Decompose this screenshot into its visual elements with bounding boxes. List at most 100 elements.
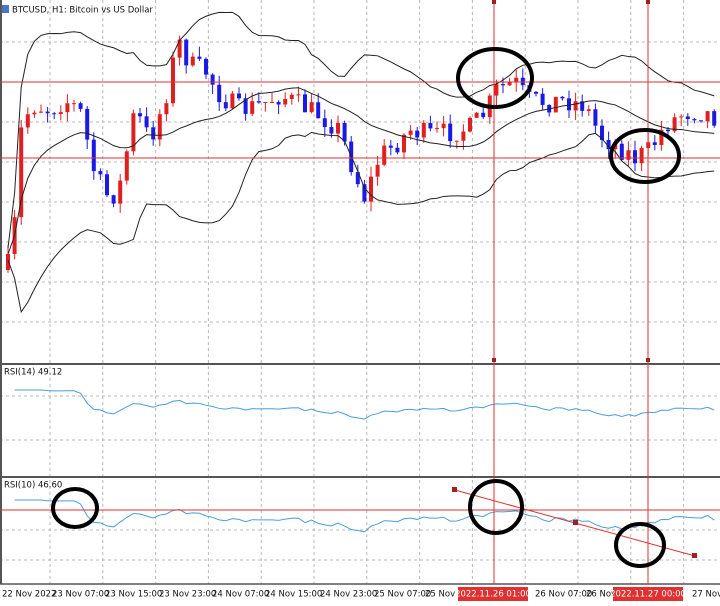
- candle-body: [402, 134, 406, 153]
- candle-body: [78, 103, 83, 109]
- time-label: 23 Nov 15:00: [105, 590, 162, 600]
- candle-body: [237, 93, 241, 99]
- candle-body: [105, 174, 109, 196]
- candle-body: [243, 98, 248, 114]
- candle-body: [685, 116, 690, 120]
- rsi-line: [14, 389, 715, 420]
- candle-body: [672, 117, 677, 132]
- candle-body: [138, 113, 142, 117]
- rsi14-label: RSI(14) 49.12: [4, 368, 62, 378]
- candle-body: [32, 112, 37, 115]
- candle-body: [652, 142, 657, 145]
- candle-body: [157, 114, 162, 140]
- candle-body: [263, 102, 268, 104]
- band-line: [7, 131, 715, 314]
- candle-body: [448, 123, 453, 142]
- point: [452, 487, 457, 492]
- candle-body: [388, 145, 393, 148]
- candle-body: [336, 122, 340, 134]
- candle-body: [501, 84, 505, 86]
- candle-body: [322, 118, 327, 128]
- candle-body: [626, 150, 631, 160]
- candle-body: [619, 143, 624, 160]
- candle-body: [375, 164, 380, 177]
- time-label: 23 Nov 23:00: [159, 590, 216, 600]
- circle: [51, 487, 99, 529]
- candle-body: [72, 103, 76, 105]
- time-label: 25 Nov 07:00: [374, 590, 431, 600]
- candle-body: [171, 57, 175, 104]
- candle-body: [204, 58, 208, 75]
- candle-body: [428, 123, 433, 129]
- point: [646, 358, 650, 362]
- candle-body: [408, 130, 413, 135]
- rsi-panes: [14, 389, 715, 533]
- candle-body: [461, 131, 466, 141]
- candle-body: [217, 84, 222, 103]
- candle-body: [692, 119, 697, 121]
- point: [492, 358, 496, 362]
- candle-body: [98, 171, 103, 175]
- candle-body: [369, 176, 373, 202]
- rsi10-label: RSI(10) 46.60: [4, 481, 62, 491]
- candle-body: [184, 39, 189, 66]
- candle-body: [699, 120, 703, 122]
- candle-body: [164, 103, 169, 115]
- candle-body: [514, 77, 519, 83]
- annotation-lines: [0, 0, 720, 584]
- time-label: 22 Nov 2022: [2, 590, 56, 600]
- point: [646, 0, 650, 4]
- candle-body: [250, 101, 255, 114]
- band-line: [7, 11, 715, 249]
- point: [573, 520, 578, 525]
- chart-title: BTCUSD, H1: Bitcoin vs US Dollar: [12, 6, 153, 16]
- candle-body: [91, 139, 96, 172]
- circle: [456, 47, 534, 109]
- candle-body: [382, 145, 387, 165]
- candle-body: [441, 123, 446, 129]
- candle-body: [567, 98, 571, 111]
- candle-body: [639, 148, 644, 164]
- candle-body: [210, 74, 215, 85]
- circle: [614, 522, 666, 568]
- candle-body: [586, 109, 591, 111]
- time-label: 24 Nov 15:00: [265, 590, 322, 600]
- candle-body: [256, 101, 261, 103]
- candle-body: [573, 101, 578, 111]
- candle-body: [151, 127, 156, 140]
- rsi-line: [14, 499, 715, 533]
- candle-body: [19, 127, 24, 218]
- time-label: 24 Nov 23:00: [320, 590, 377, 600]
- candle-body: [223, 102, 228, 109]
- candle-body: [395, 147, 400, 153]
- candle-body: [58, 112, 63, 114]
- candle-body: [534, 91, 538, 94]
- candle-body: [270, 102, 274, 104]
- candle-body: [65, 103, 70, 113]
- candle-body: [421, 123, 426, 138]
- candle-body: [435, 128, 439, 130]
- candle-body: [415, 130, 420, 138]
- crosshair-label-bg: [458, 587, 528, 601]
- band-line: [7, 87, 715, 255]
- time-label: 23 Nov 07:00: [52, 590, 109, 600]
- crosshair-label-bg: [613, 587, 683, 601]
- candle-body: [679, 116, 684, 118]
- candle-body: [85, 108, 90, 140]
- candle-body: [6, 254, 10, 270]
- circle: [468, 479, 524, 535]
- candle-body: [712, 111, 717, 126]
- candle-body: [659, 129, 664, 145]
- candle-body: [309, 102, 314, 113]
- candle-body: [481, 112, 486, 118]
- candle-body: [560, 96, 565, 99]
- candle-body: [454, 140, 459, 142]
- crosshair-label: 2022.11.27 00:00: [610, 590, 686, 600]
- candle-body: [593, 109, 598, 126]
- symbol-icon: [2, 5, 9, 13]
- circle-annotations: [51, 47, 681, 568]
- circle: [609, 128, 681, 184]
